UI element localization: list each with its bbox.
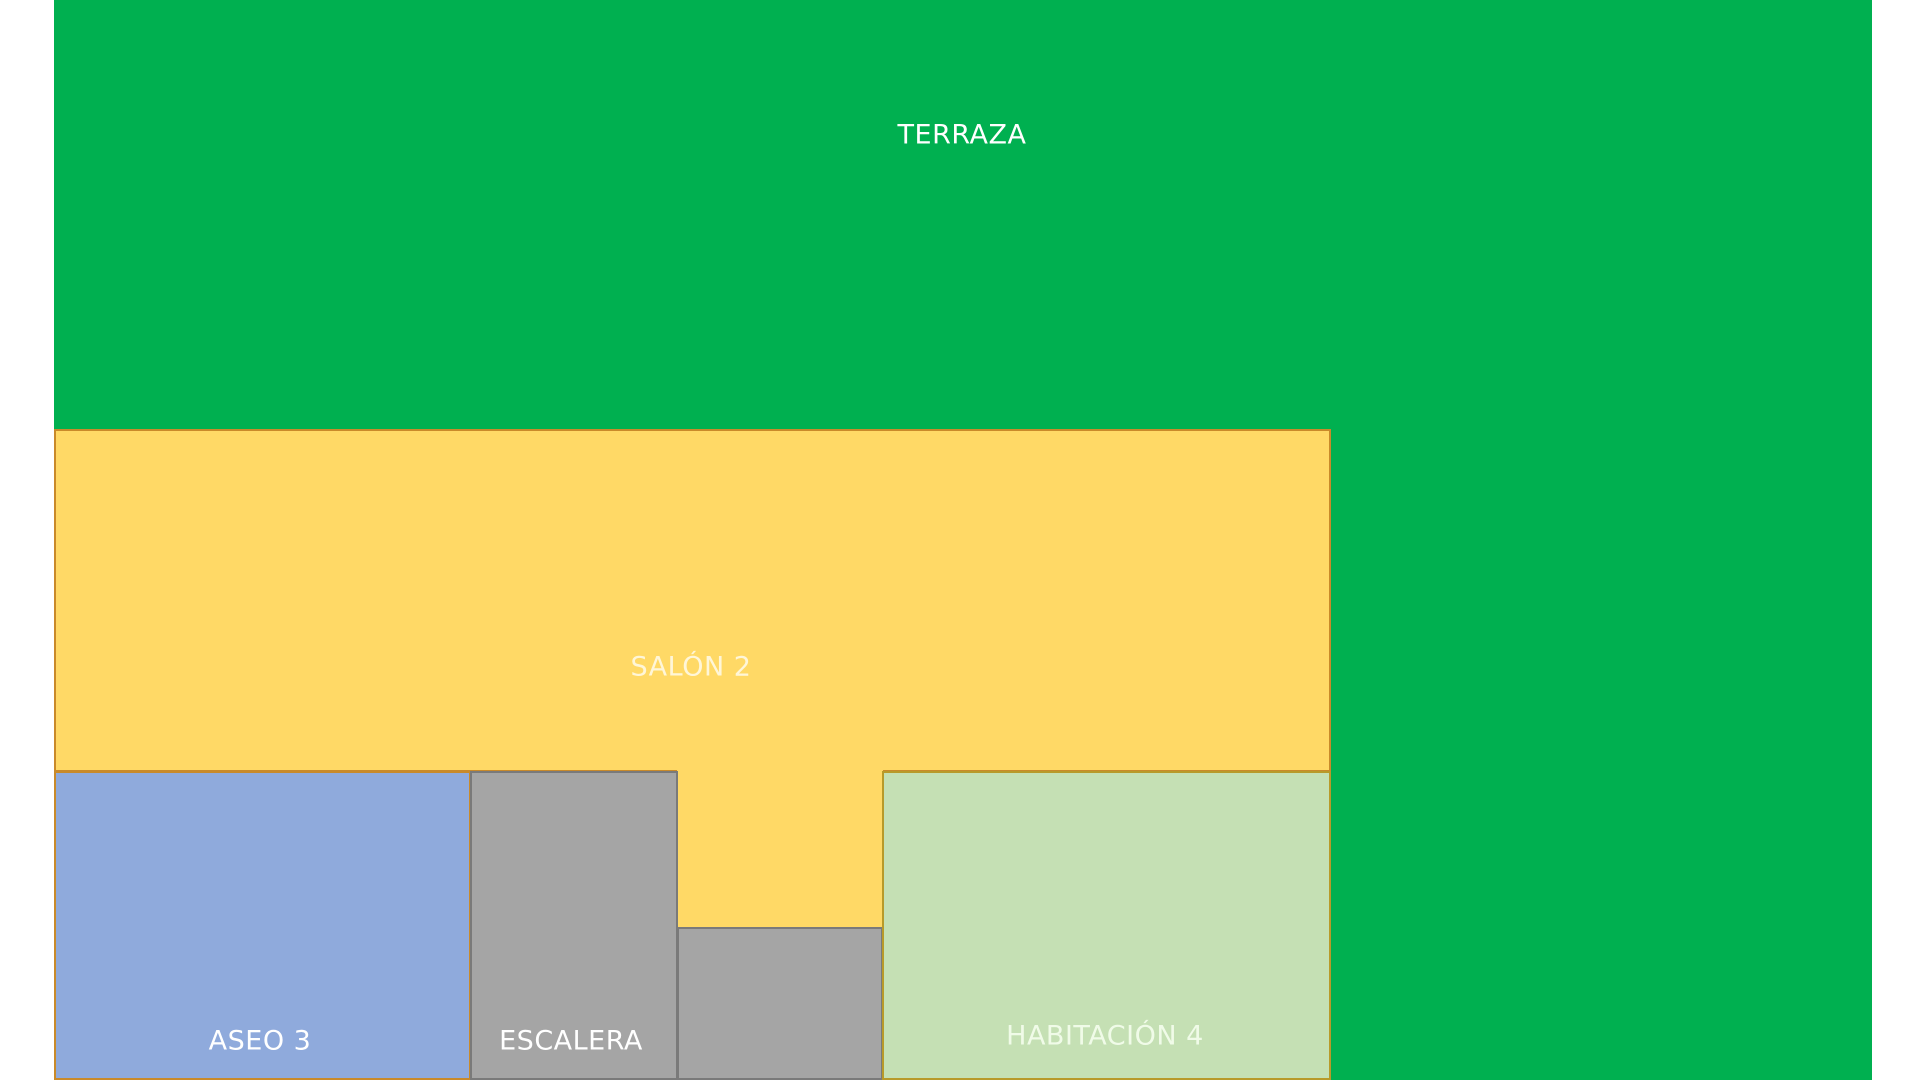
label-escalera: ESCALERA (499, 1025, 643, 1057)
room-unlabeled-gray (677, 927, 883, 1080)
room-habitacion-4 (882, 771, 1331, 1080)
label-habitacion-4: HABITACIÓN 4 (1006, 1020, 1204, 1052)
room-aseo-3 (54, 771, 471, 1080)
room-escalera (470, 771, 678, 1080)
room-salon-2 (54, 429, 1331, 772)
room-salon-2-extension (677, 770, 883, 928)
label-terraza: TERRAZA (897, 119, 1027, 151)
label-salon-2: SALÓN 2 (630, 651, 752, 683)
label-aseo-3: ASEO 3 (208, 1025, 312, 1057)
